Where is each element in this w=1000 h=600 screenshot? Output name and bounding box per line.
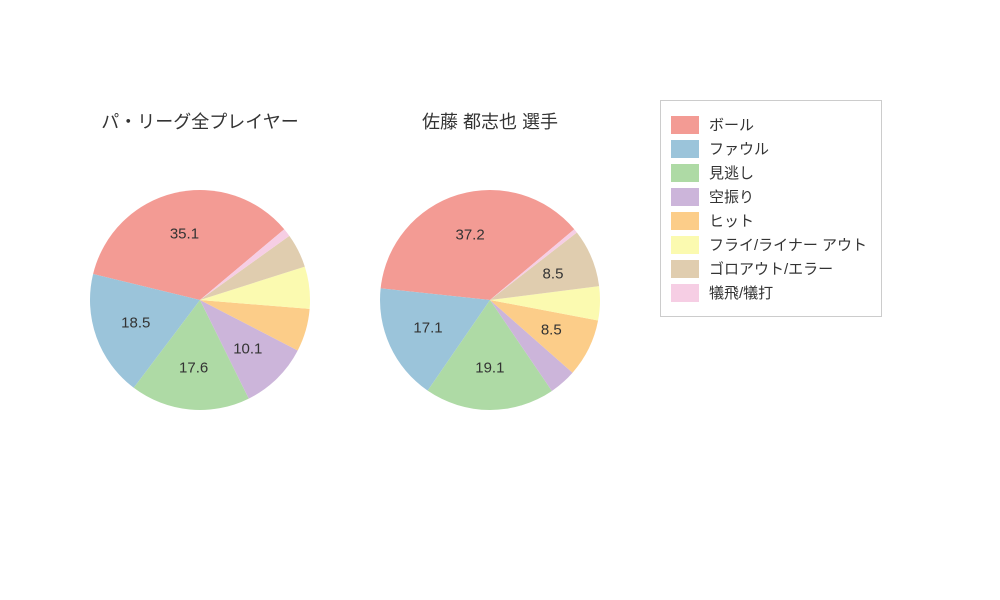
slice-label-player-0: 37.2 [455,226,484,243]
legend-label-6: ゴロアウト/エラー [709,258,833,279]
legend-label-0: ボール [709,114,754,135]
slice-label-player-2: 19.1 [475,360,504,377]
legend-item-4: ヒット [671,210,867,231]
legend-swatch-2 [671,164,699,182]
slice-label-player-4: 8.5 [541,321,562,338]
slice-label-league-2: 17.6 [179,359,208,376]
legend-item-5: フライ/ライナー アウト [671,234,867,255]
legend-item-2: 見逃し [671,162,867,183]
legend-swatch-1 [671,140,699,158]
legend-item-3: 空振り [671,186,867,207]
slice-label-league-0: 35.1 [170,225,199,242]
legend-item-0: ボール [671,114,867,135]
legend-label-7: 犠飛/犠打 [709,282,773,303]
slice-label-player-1: 17.1 [413,320,442,337]
slice-label-player-6: 8.5 [543,265,564,282]
legend-label-1: ファウル [709,138,769,159]
legend-item-1: ファウル [671,138,867,159]
legend: ボールファウル見逃し空振りヒットフライ/ライナー アウトゴロアウト/エラー犠飛/… [660,100,882,317]
legend-item-7: 犠飛/犠打 [671,282,867,303]
legend-swatch-7 [671,284,699,302]
legend-label-5: フライ/ライナー アウト [709,234,867,255]
legend-swatch-5 [671,236,699,254]
slice-label-league-1: 18.5 [121,314,150,331]
legend-swatch-6 [671,260,699,278]
legend-swatch-3 [671,188,699,206]
legend-swatch-4 [671,212,699,230]
legend-label-2: 見逃し [709,162,754,183]
chart-container: パ・リーグ全プレイヤー 佐藤 都志也 選手 35.118.517.610.137… [0,0,1000,600]
legend-swatch-0 [671,116,699,134]
legend-label-3: 空振り [709,186,754,207]
legend-item-6: ゴロアウト/エラー [671,258,867,279]
legend-label-4: ヒット [709,210,754,231]
slice-label-league-3: 10.1 [233,340,262,357]
